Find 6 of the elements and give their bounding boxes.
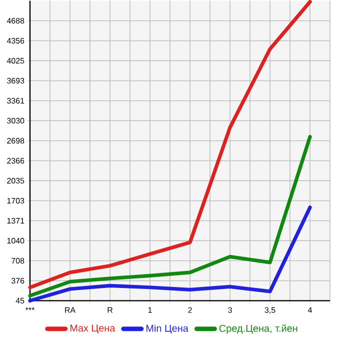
line-series bbox=[28, 206, 312, 302]
legend-label: Min Цена bbox=[146, 324, 188, 334]
line-series bbox=[28, 0, 312, 290]
legend-label: Сред.Цена, т.йен bbox=[219, 324, 298, 334]
legend-label: Max Цена bbox=[70, 324, 116, 334]
line-series bbox=[28, 134, 312, 298]
